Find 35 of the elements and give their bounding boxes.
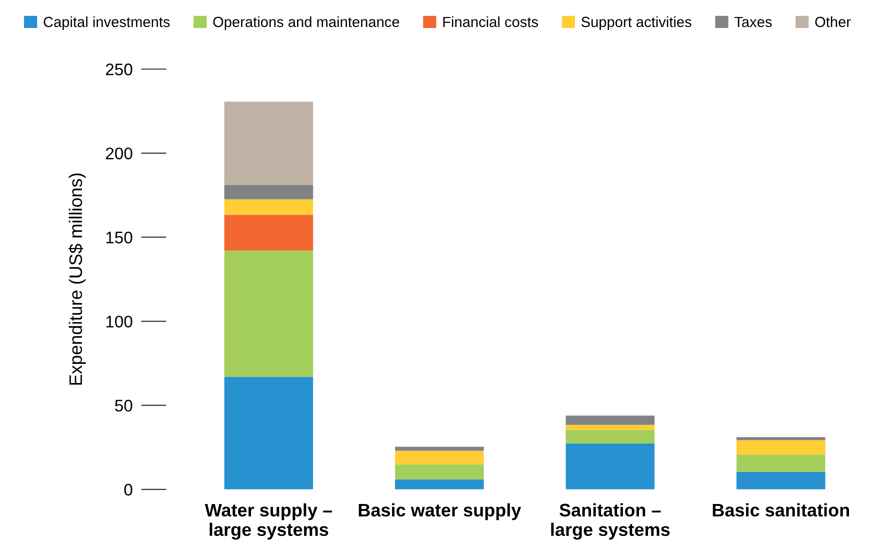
bar: [224, 184, 314, 200]
bar: [736, 440, 826, 455]
legend-label: Other: [815, 16, 851, 28]
x-tick-label: Basic water supply: [358, 503, 522, 520]
x-tick-label: Basic sanitation: [712, 503, 850, 517]
bar: [395, 464, 484, 480]
y-axis-title: Expenditure (US$ millions): [68, 174, 86, 385]
x-tick-label: Sanitation – large systems: [551, 503, 670, 540]
bar: [566, 443, 655, 490]
bar: [395, 479, 484, 490]
legend-label: Financial costs: [443, 16, 538, 28]
y-tick-label: 250: [106, 64, 132, 76]
y-tick-label: 100: [106, 316, 132, 328]
bar: [395, 450, 484, 464]
bar: [224, 376, 314, 490]
y-tick-label: 150: [106, 232, 132, 244]
y-tick-label: 200: [106, 148, 132, 160]
bar: [224, 250, 314, 377]
bar: [566, 416, 655, 425]
bar: [736, 472, 826, 490]
y-tick-label: 50: [115, 400, 132, 412]
legend-label: Taxes: [734, 16, 772, 28]
legend-label: Capital investments: [44, 16, 170, 30]
bar: [224, 102, 314, 185]
bar: [736, 454, 826, 472]
bar: [736, 437, 826, 440]
bar: [224, 199, 314, 215]
bar: [395, 446, 484, 451]
legend-label: Support activities: [581, 16, 692, 30]
y-tick-label: 0: [124, 484, 132, 496]
bar: [566, 430, 655, 444]
bar: [566, 424, 655, 430]
x-tick-label: Water supply – large systems: [204, 503, 332, 540]
bar: [224, 214, 314, 251]
legend-label: Operations and maintenance: [213, 16, 400, 30]
